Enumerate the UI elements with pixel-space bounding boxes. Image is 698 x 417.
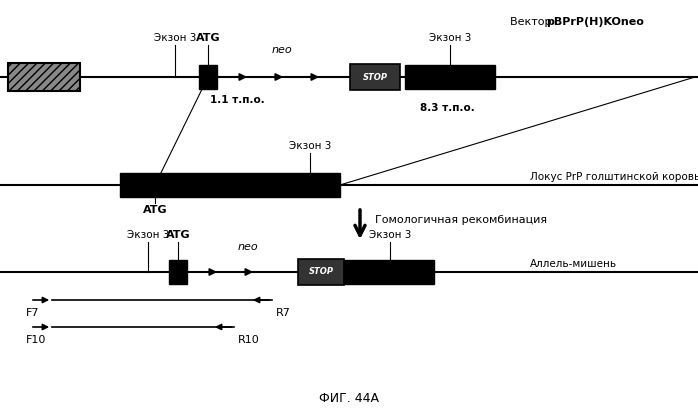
Bar [344,260,434,284]
Text: ФИГ. 44А: ФИГ. 44А [319,392,379,405]
Bar [298,259,344,285]
Text: STOP: STOP [362,73,387,81]
Bar [405,65,495,89]
Text: R10: R10 [238,335,260,345]
Text: F7: F7 [26,308,40,318]
Text: R7: R7 [276,308,291,318]
Text: ATG: ATG [195,33,221,43]
Bar [169,260,187,284]
Text: Экзон 3: Экзон 3 [154,33,196,43]
Text: ATG: ATG [142,205,168,215]
Text: Локус PrP голштинской коровы: Локус PrP голштинской коровы [530,172,698,182]
Text: STOP: STOP [309,267,334,276]
Text: Гомологичная рекомбинация: Гомологичная рекомбинация [375,214,547,224]
Bar [8,63,80,91]
Text: Экзон 3: Экзон 3 [429,33,471,43]
Text: Экзон 3: Экзон 3 [289,141,331,151]
Bar [199,65,217,89]
Text: neo: neo [238,242,258,252]
Text: ATG: ATG [165,230,191,240]
Text: Аллель-мишень: Аллель-мишень [530,259,617,269]
Bar [350,64,400,90]
Text: Вектор: Вектор [510,17,555,27]
Text: pBPrP(H)KOneo: pBPrP(H)KOneo [546,17,644,27]
Text: 1.1 т.п.о.: 1.1 т.п.о. [210,95,265,105]
Text: 8.3 т.п.о.: 8.3 т.п.о. [420,103,475,113]
Text: neo: neo [272,45,292,55]
Text: Экзон 3: Экзон 3 [369,230,411,240]
Bar [120,173,340,197]
Text: Экзон 3: Экзон 3 [127,230,169,240]
Text: F10: F10 [26,335,46,345]
